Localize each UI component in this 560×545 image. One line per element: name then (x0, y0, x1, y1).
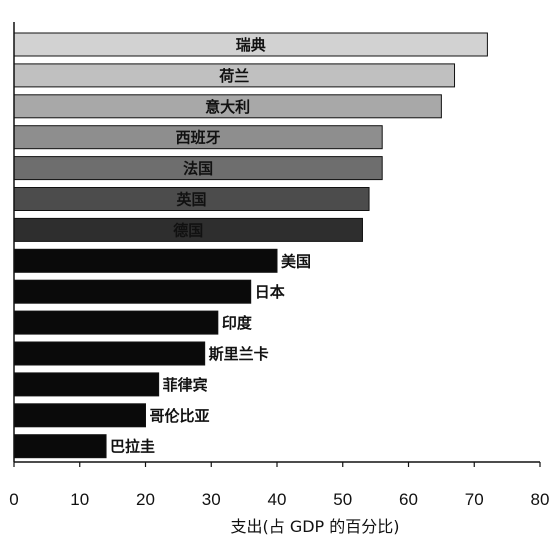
bar-category-label: 印度 (222, 314, 253, 332)
x-tick-label: 50 (333, 490, 352, 509)
x-tick-label: 60 (399, 490, 418, 509)
x-tick-label: 0 (9, 490, 18, 509)
bar (13, 372, 160, 397)
bar (13, 434, 107, 459)
bar-category-label: 荷兰 (219, 67, 249, 85)
bar (13, 248, 278, 273)
bar-category-label: 菲律宾 (163, 376, 208, 394)
x-axis-label: 支出(占 GDP 的百分比) (230, 517, 399, 536)
bar (13, 279, 252, 304)
bar-category-label: 斯里兰卡 (209, 345, 269, 363)
bar-category-label: 德国 (173, 221, 203, 239)
x-tick-label: 40 (268, 490, 287, 509)
bar-category-label: 日本 (255, 283, 285, 301)
bar-category-label: 哥伦比亚 (150, 407, 210, 425)
bar-category-label: 西班牙 (176, 129, 221, 147)
bar (13, 341, 206, 366)
bar-category-label: 意大利 (205, 98, 250, 116)
bar-category-label: 巴拉圭 (110, 438, 155, 456)
x-tick-label: 80 (531, 490, 550, 509)
bar (13, 310, 219, 335)
bar-category-label: 英国 (177, 191, 207, 209)
x-tick-label: 30 (202, 490, 221, 509)
bar-category-label: 法国 (183, 160, 213, 178)
x-tick-label: 10 (70, 490, 89, 509)
x-tick-label: 70 (465, 490, 484, 509)
bar-category-label: 美国 (281, 252, 311, 270)
x-tick-label: 20 (136, 490, 155, 509)
x-ticks-layer: 0 10 20 30 40 50 60 70 80 (9, 462, 549, 509)
bar (13, 403, 146, 428)
bar-category-label: 瑞典 (236, 36, 266, 54)
